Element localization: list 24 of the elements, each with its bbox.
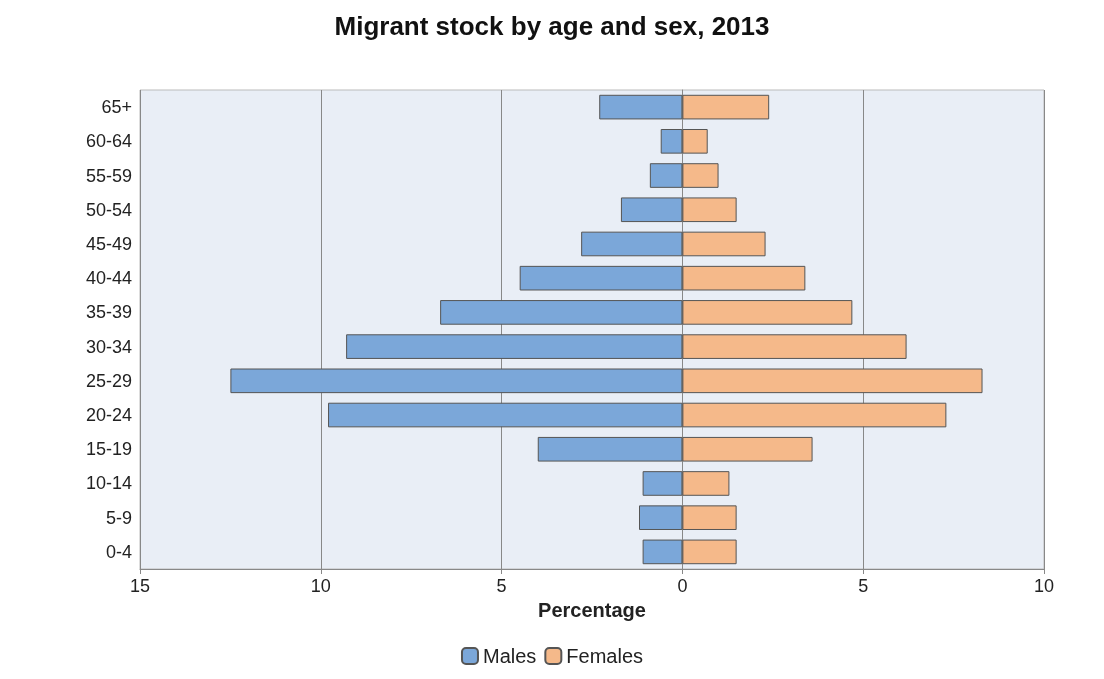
chart-title: Migrant stock by age and sex, 2013 — [334, 11, 770, 41]
y-tick-label: 0-4 — [105, 541, 132, 562]
x-tick-label: 10 — [310, 576, 331, 596]
x-tick-label: 0 — [677, 576, 688, 596]
y-tick-label: 30-34 — [85, 336, 132, 357]
x-tick-label: 15 — [129, 576, 151, 596]
y-tick-label: 35-39 — [85, 302, 132, 323]
x-tick-label: 5 — [858, 576, 869, 596]
x-tick-label: 5 — [496, 576, 507, 596]
y-tick-label: 60-64 — [85, 131, 132, 152]
y-tick-label: 5-9 — [105, 507, 132, 528]
legend-label: Females — [566, 645, 644, 667]
y-tick-label: 55-59 — [85, 165, 132, 186]
legend-label: Males — [482, 645, 537, 667]
y-tick-label: 40-44 — [85, 268, 132, 289]
y-tick-label: 25-29 — [85, 370, 132, 391]
x-axis-title: Percentage — [538, 598, 646, 621]
y-tick-label: 45-49 — [85, 233, 132, 254]
y-tick-label: 65+ — [101, 97, 132, 118]
x-tick-label: 10 — [1033, 576, 1055, 596]
y-tick-label: 20-24 — [85, 405, 132, 426]
y-tick-label: 15-19 — [85, 439, 132, 460]
y-tick-label: 10-14 — [85, 473, 132, 494]
y-tick-label: 50-54 — [85, 199, 132, 220]
